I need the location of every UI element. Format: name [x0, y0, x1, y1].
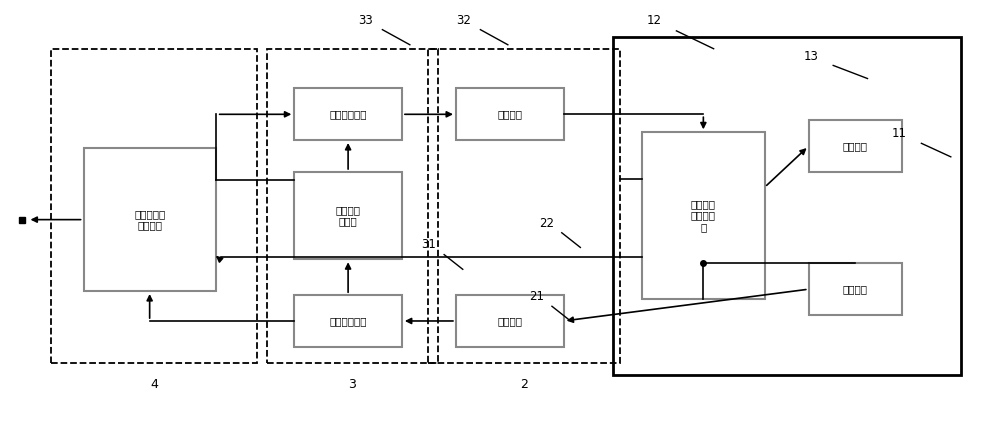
Text: 11: 11	[892, 127, 907, 140]
Text: 数字自干
扰抵消模
块: 数字自干 扰抵消模 块	[691, 199, 716, 232]
Text: 自干扰抵
消模块: 自干扰抵 消模块	[336, 205, 361, 226]
Text: 接收通道: 接收通道	[497, 109, 522, 119]
Bar	[267, 49, 438, 363]
Text: 2: 2	[520, 378, 528, 391]
Bar	[428, 49, 620, 363]
Bar	[51, 49, 257, 363]
Text: 发送通道: 发送通道	[497, 316, 522, 326]
Bar	[294, 89, 402, 140]
Text: 解调模块: 解调模块	[843, 141, 868, 151]
Bar	[294, 295, 402, 347]
Bar	[642, 132, 765, 299]
Text: 32: 32	[456, 14, 471, 27]
Bar	[456, 89, 564, 140]
Bar	[456, 295, 564, 347]
Text: 31: 31	[422, 238, 436, 251]
Text: 12: 12	[647, 14, 662, 27]
Text: 调制模块: 调制模块	[843, 284, 868, 294]
Bar	[294, 172, 402, 259]
Text: 33: 33	[358, 14, 373, 27]
Text: 22: 22	[539, 216, 554, 229]
Bar	[613, 37, 961, 375]
Text: 21: 21	[529, 290, 544, 303]
Text: 3: 3	[349, 378, 356, 391]
Text: 被动自干扰
抵消模块: 被动自干扰 抵消模块	[134, 209, 165, 230]
Bar	[809, 120, 902, 172]
Text: 射频合路器组: 射频合路器组	[329, 109, 367, 119]
Bar	[809, 264, 902, 315]
Text: 射频耦合器组: 射频耦合器组	[329, 316, 367, 326]
Bar	[84, 148, 216, 291]
Text: 13: 13	[804, 50, 819, 63]
Text: 4: 4	[150, 378, 158, 391]
